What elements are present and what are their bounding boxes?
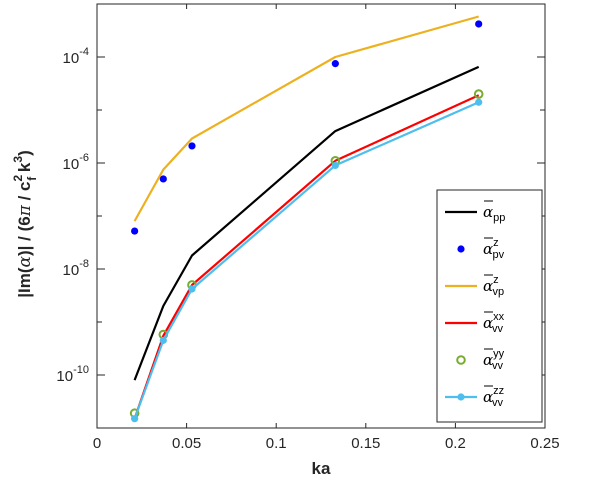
- legend-symbol: α: [483, 277, 493, 295]
- y-title-part: |Im(: [15, 267, 34, 298]
- series-vv_zz: [131, 98, 483, 423]
- legend-superscript: zz: [493, 385, 504, 397]
- legend-swatch-dot: [457, 245, 465, 253]
- y-tick-base: 10: [63, 50, 80, 67]
- series-pp: [133, 65, 480, 381]
- y-tick-base: 10: [63, 156, 80, 173]
- y-tick-exponent: -4: [79, 46, 89, 58]
- data-point-pv_z: [131, 227, 139, 235]
- y-tick-exponent: -8: [79, 258, 89, 270]
- y-axis-title: |Im(α)| / (6π / c2f k3): [11, 150, 39, 298]
- x-axis-title: ka: [312, 459, 331, 478]
- data-point-vv_zz: [331, 161, 339, 170]
- legend-symbol: α: [483, 240, 493, 258]
- y-title-part: )| / (6: [15, 216, 34, 256]
- legend-swatch-ring: [456, 355, 466, 365]
- data-point-pv_z: [475, 20, 483, 28]
- series-vp_z: [133, 15, 479, 222]
- y-title-part: ): [15, 150, 34, 156]
- legend-symbol: α: [483, 388, 493, 406]
- y-title-pi: π: [15, 204, 35, 217]
- legend-entry-pp: αpp: [445, 200, 505, 224]
- series-line-pp: [133, 65, 480, 381]
- legend-swatch-dot: [457, 393, 465, 401]
- y-title-alpha: α: [15, 255, 35, 267]
- legend-subscript: vv: [492, 397, 504, 409]
- legend-superscript: z: [493, 237, 499, 249]
- y-title-subscript: f: [25, 176, 39, 181]
- axis-titles: ka |Im(α)| / (6π / c2f k3): [11, 150, 331, 478]
- y-title-superscript: 3: [11, 156, 25, 163]
- series-pv_z: [131, 20, 483, 235]
- legend-subscript: vv: [492, 323, 504, 335]
- y-tick-label: 10-10: [56, 364, 89, 385]
- x-tick-label: 0: [93, 435, 101, 452]
- legend-entry-vp_z: αz vp: [445, 274, 504, 298]
- x-tick-label: 0.2: [445, 435, 466, 452]
- x-tick-label: 0.15: [351, 435, 380, 452]
- data-point-pv_z: [159, 175, 167, 183]
- series-layer: [129, 15, 484, 423]
- x-tick-label: 0.1: [266, 435, 287, 452]
- legend-symbol: α: [483, 203, 493, 221]
- y-title-part: / c: [15, 181, 34, 205]
- legend-label: αxx vv: [483, 311, 505, 335]
- data-point-vv_zz: [188, 285, 196, 293]
- y-tick-label: 10-6: [63, 152, 89, 173]
- x-tick-label: 0.25: [530, 435, 559, 452]
- y-title-part: k: [15, 162, 34, 177]
- legend-label: αz vp: [483, 274, 504, 298]
- legend-subscript: pv: [493, 249, 505, 261]
- y-tick-exponent: -6: [79, 152, 89, 164]
- legend-entry-vv_xx: αxx vv: [445, 311, 505, 335]
- legend-entry-pv_z: αz pv: [457, 237, 505, 261]
- x-tick-label: 0.05: [172, 435, 201, 452]
- data-point-vv_yy: [473, 89, 484, 99]
- y-tick-exponent: -10: [73, 364, 89, 376]
- data-point-vv_zz: [131, 415, 139, 423]
- legend-symbol: α: [483, 314, 493, 332]
- legend-label: αyy vv: [483, 348, 505, 372]
- legend-symbol: α: [483, 351, 493, 369]
- y-tick-label: 10-8: [63, 258, 89, 279]
- legend-subscript: pp: [493, 212, 505, 224]
- data-point-pv_z: [188, 142, 196, 150]
- data-point-vv_zz: [475, 98, 483, 106]
- y-tick-base: 10: [56, 368, 73, 385]
- y-tick-label: 10-4: [63, 46, 89, 67]
- legend-label: αzz vv: [483, 385, 504, 409]
- legend-entry-vv_yy: αyy vv: [456, 348, 505, 372]
- data-point-pv_z: [331, 60, 339, 68]
- legend-subscript: vp: [493, 286, 505, 298]
- legend-entry-vv_zz: αzz vv: [445, 385, 504, 409]
- legend-label: αz pv: [483, 237, 505, 261]
- legend-label: αpp: [483, 203, 505, 224]
- legend-superscript: z: [493, 274, 499, 286]
- legend-subscript: vv: [492, 360, 504, 372]
- series-line-vp_z: [133, 15, 479, 222]
- y-tick-base: 10: [63, 262, 80, 279]
- x-axis: 0 0.05 0.1 0.15 0.2 0.25: [93, 4, 560, 452]
- legend-superscript: xx: [493, 311, 505, 323]
- legend-superscript: yy: [493, 348, 505, 360]
- legend-box: [436, 189, 543, 423]
- data-point-vv_zz: [159, 336, 167, 344]
- y-title-superscript: 2: [11, 174, 25, 181]
